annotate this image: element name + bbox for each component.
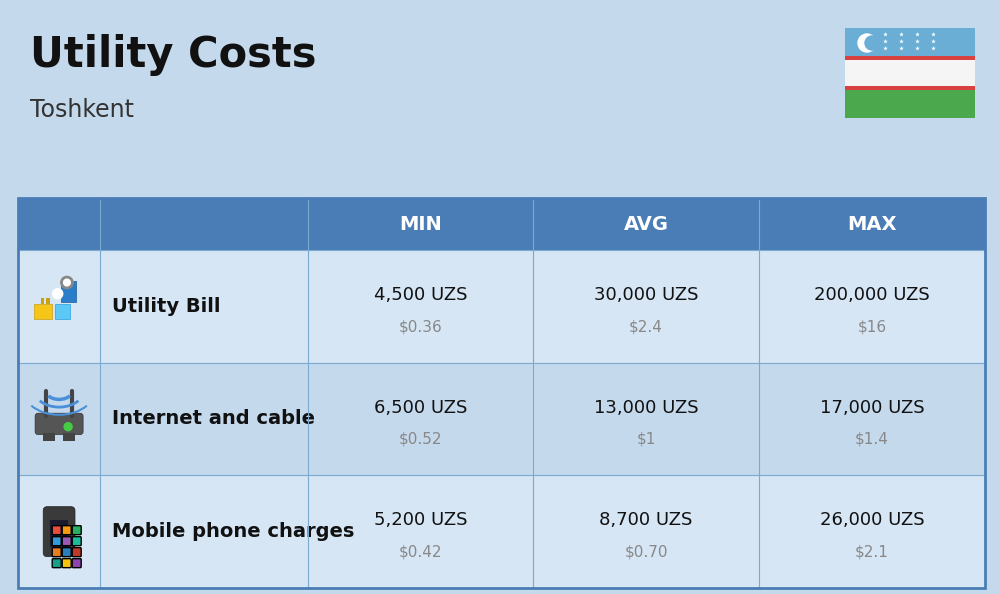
Circle shape <box>61 276 73 289</box>
Bar <box>43 433 55 441</box>
Text: $0.70: $0.70 <box>624 545 668 560</box>
FancyBboxPatch shape <box>35 413 83 435</box>
Bar <box>34 304 52 319</box>
Text: 17,000 UZS: 17,000 UZS <box>820 399 924 417</box>
Text: 4,500 UZS: 4,500 UZS <box>374 286 468 304</box>
Bar <box>845 86 975 90</box>
Text: MIN: MIN <box>399 214 442 233</box>
Text: $0.42: $0.42 <box>399 545 443 560</box>
FancyBboxPatch shape <box>72 548 81 557</box>
Circle shape <box>53 289 63 299</box>
Text: AVG: AVG <box>624 214 669 233</box>
Text: 5,200 UZS: 5,200 UZS <box>374 511 468 529</box>
Bar <box>18 198 985 588</box>
Bar <box>18 250 985 363</box>
FancyBboxPatch shape <box>62 526 71 535</box>
FancyBboxPatch shape <box>62 559 71 568</box>
FancyBboxPatch shape <box>72 536 81 546</box>
Bar <box>41 299 44 304</box>
Text: 13,000 UZS: 13,000 UZS <box>594 399 698 417</box>
Text: $0.36: $0.36 <box>399 319 443 334</box>
Text: $1.4: $1.4 <box>855 432 889 447</box>
Text: MAX: MAX <box>847 214 897 233</box>
Bar <box>845 88 975 118</box>
Text: Mobile phone charges: Mobile phone charges <box>112 522 355 541</box>
Text: 6,500 UZS: 6,500 UZS <box>374 399 467 417</box>
Bar <box>845 56 975 60</box>
Text: $2.4: $2.4 <box>629 319 663 334</box>
Bar <box>845 58 975 88</box>
FancyBboxPatch shape <box>72 559 81 568</box>
Circle shape <box>64 423 72 431</box>
Text: Toshkent: Toshkent <box>30 98 134 122</box>
Text: Internet and cable: Internet and cable <box>112 409 315 428</box>
Text: $0.52: $0.52 <box>399 432 443 447</box>
Text: Utility Costs: Utility Costs <box>30 34 316 76</box>
FancyBboxPatch shape <box>52 536 61 546</box>
FancyBboxPatch shape <box>62 536 71 546</box>
Circle shape <box>865 36 879 50</box>
Text: $16: $16 <box>857 319 886 334</box>
FancyBboxPatch shape <box>43 507 75 557</box>
Bar <box>18 198 985 250</box>
Text: 26,000 UZS: 26,000 UZS <box>820 511 924 529</box>
Text: 200,000 UZS: 200,000 UZS <box>814 286 930 304</box>
Bar <box>55 304 70 319</box>
Bar <box>18 363 985 475</box>
FancyBboxPatch shape <box>52 526 61 535</box>
Bar <box>63 433 75 441</box>
Circle shape <box>64 279 70 286</box>
Text: $1: $1 <box>636 432 656 447</box>
Bar <box>845 28 975 58</box>
Text: 30,000 UZS: 30,000 UZS <box>594 286 698 304</box>
Circle shape <box>858 34 876 52</box>
Bar <box>46 299 50 304</box>
Text: Utility Bill: Utility Bill <box>112 297 221 316</box>
Bar <box>61 281 76 302</box>
FancyBboxPatch shape <box>72 526 81 535</box>
Bar <box>18 475 985 588</box>
Text: $2.1: $2.1 <box>855 545 889 560</box>
FancyBboxPatch shape <box>52 548 61 557</box>
Bar <box>50 520 68 546</box>
FancyBboxPatch shape <box>52 559 61 568</box>
FancyBboxPatch shape <box>62 548 71 557</box>
Text: 8,700 UZS: 8,700 UZS <box>599 511 693 529</box>
